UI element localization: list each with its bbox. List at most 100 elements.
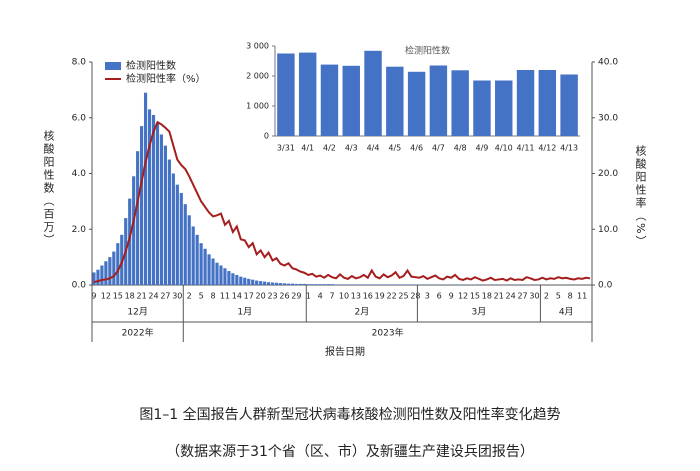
bar — [310, 284, 314, 285]
x-axis-title: 报告日期 — [325, 345, 365, 358]
bar — [251, 279, 255, 285]
bar — [290, 283, 294, 285]
bar — [386, 284, 390, 285]
bar — [314, 284, 318, 285]
x-tick-label: 12 — [101, 292, 111, 301]
bar — [409, 284, 414, 285]
x-tick-label: 24 — [148, 292, 158, 301]
y2-tick-label: 40.0 — [598, 58, 618, 68]
bar — [175, 184, 179, 285]
x-tick-label: 27 — [517, 292, 527, 301]
bar — [298, 283, 302, 285]
bar — [560, 74, 578, 136]
x-tick-label: 28 — [410, 292, 420, 301]
bar — [191, 226, 195, 285]
x-tick-label: 19 — [375, 292, 385, 301]
x-tick-label: 25 — [398, 292, 408, 301]
x-tick-label: 15 — [470, 292, 480, 301]
x-tick-label: 21 — [494, 292, 504, 301]
bar — [374, 284, 378, 285]
inset-x-tick-label: 4/5 — [388, 144, 401, 153]
bar — [108, 257, 112, 285]
bar — [183, 204, 187, 285]
bar — [132, 176, 136, 285]
bar — [451, 70, 469, 136]
x-tick-label: 24 — [506, 292, 516, 301]
bar — [267, 282, 271, 285]
legend-label: 检测阳性率（%） — [126, 72, 206, 85]
y-axis-title: 核酸阳性数（百万） — [42, 129, 55, 247]
bar — [140, 126, 144, 285]
bar — [366, 284, 370, 285]
bar — [302, 283, 306, 285]
x-tick-label: 4 — [318, 292, 323, 301]
bar — [223, 268, 227, 285]
month-label: 2月 — [354, 307, 369, 318]
x-tick-label: 16 — [363, 292, 373, 301]
figure-caption: 图1–1 全国报告人群新型冠状病毒核酸检测阳性数及阳性率变化趋势 — [139, 406, 560, 423]
bar — [364, 50, 382, 136]
inset-title: 检测阳性数 — [405, 45, 450, 57]
month-label: 3月 — [472, 307, 487, 318]
bar — [274, 282, 279, 285]
bar — [378, 284, 382, 285]
bar — [211, 258, 215, 285]
x-tick-label: 5 — [556, 292, 561, 301]
inset-x-tick-label: 4/8 — [454, 144, 467, 153]
bar — [358, 284, 362, 285]
inset-x-tick-label: 4/9 — [476, 144, 489, 153]
x-tick-label: 11 — [220, 292, 230, 301]
bar — [116, 243, 120, 285]
y2-axis-title: 核酸阳性率（%） — [634, 144, 647, 249]
bar — [277, 53, 295, 136]
bar — [167, 159, 171, 285]
y2-tick-label: 10.0 — [598, 225, 618, 235]
x-tick-label: 8 — [568, 292, 573, 301]
x-tick-label: 5 — [199, 292, 204, 301]
bar — [390, 284, 394, 285]
y-tick-label: 0.0 — [72, 281, 87, 291]
x-tick-label: 18 — [125, 292, 135, 301]
bar — [104, 261, 108, 285]
month-label: 4月 — [559, 307, 574, 318]
bar — [342, 65, 360, 136]
bar — [407, 71, 426, 136]
inset-x-tick-label: 4/2 — [323, 144, 336, 153]
legend-label: 检测阳性数 — [126, 59, 176, 72]
year-label: 2022年 — [122, 327, 154, 339]
month-label: 1月 — [237, 307, 252, 318]
line — [93, 120, 591, 284]
bar — [179, 193, 183, 285]
bar — [346, 284, 350, 285]
y2-tick-label: 0.0 — [598, 281, 613, 291]
bar — [100, 265, 104, 285]
bar — [306, 284, 310, 285]
bar — [473, 80, 491, 136]
x-tick-label: 10 — [339, 292, 349, 301]
bar — [322, 284, 326, 285]
x-tick-label: 29 — [291, 292, 301, 301]
x-tick-label: 9 — [91, 292, 96, 301]
bar — [235, 274, 239, 285]
bar — [397, 284, 402, 285]
y-tick-label: 4.0 — [72, 169, 87, 179]
y-tick-label: 2.0 — [72, 225, 87, 235]
bar — [286, 283, 291, 285]
inset-y-tick-label: 3 000 — [246, 42, 269, 51]
bar — [334, 284, 338, 285]
bar — [294, 283, 298, 285]
bar — [147, 109, 152, 285]
inset-x-tick-label: 4/11 — [517, 144, 535, 153]
bar — [187, 215, 191, 285]
y2-tick-label: 30.0 — [598, 113, 618, 123]
x-tick-label: 26 — [279, 292, 289, 301]
bar — [203, 248, 207, 285]
bar — [326, 284, 330, 285]
x-tick-label: 11 — [577, 292, 587, 301]
bar — [163, 145, 167, 285]
x-tick-label: 21 — [137, 292, 147, 301]
inset-x-tick-label: 4/7 — [432, 144, 445, 153]
bar — [159, 134, 164, 285]
bar — [298, 52, 317, 136]
